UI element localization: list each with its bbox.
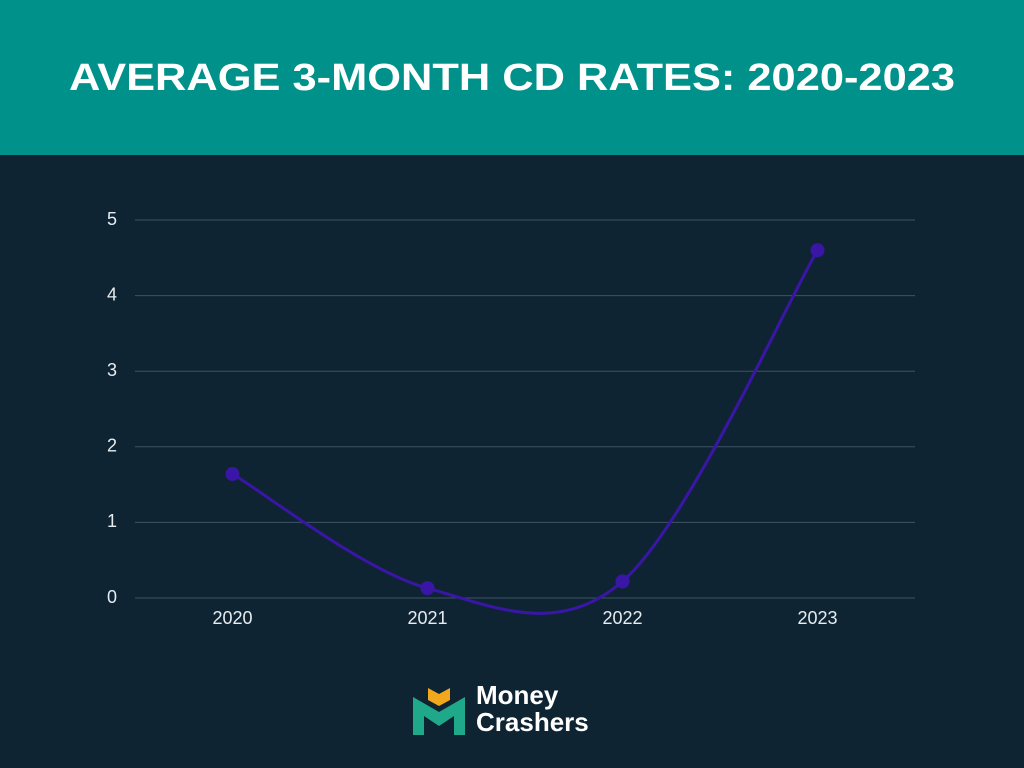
point (420, 581, 435, 596)
line (231, 249, 819, 615)
logo-icon-top (428, 688, 450, 706)
x-tick-label: 2023 (797, 608, 837, 628)
x-tick-label: 2020 (212, 608, 252, 628)
point (225, 467, 240, 482)
header-band (0, 0, 1024, 155)
logo-text: Money (476, 680, 559, 710)
point (810, 243, 825, 258)
y-tick-label: 1 (107, 511, 117, 531)
y-tick-label: 4 (107, 284, 117, 304)
logo: Money Crashers (413, 680, 589, 737)
x-tick-label: 2021 (407, 608, 447, 628)
x-tick-label: 2022 (602, 608, 642, 628)
y-tick-label: 2 (107, 436, 117, 456)
point (615, 574, 630, 589)
y-tick-label: 5 (107, 209, 117, 229)
logo-icon (413, 697, 465, 735)
y-tick-label: 0 (107, 587, 117, 607)
y-tick-label: 3 (107, 360, 117, 380)
logo-text: Crashers (476, 707, 589, 737)
chart-title: AVERAGE 3-MONTH CD RATES: 2020-2023 (69, 57, 955, 99)
